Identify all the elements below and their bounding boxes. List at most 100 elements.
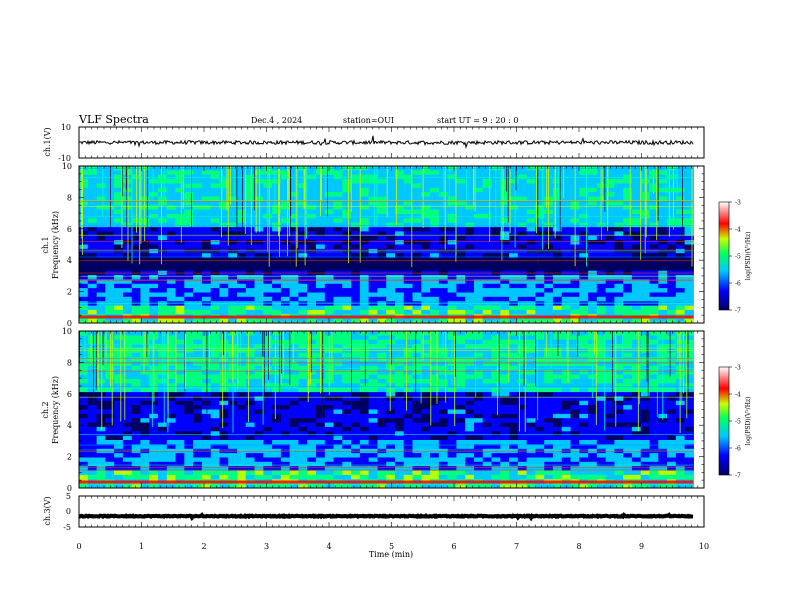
spectrogram-cell	[272, 292, 282, 298]
spectrogram-cell	[79, 283, 89, 289]
spectrogram-cell	[272, 266, 282, 272]
spectrogram-cell	[210, 352, 220, 358]
spectrogram-cell	[430, 409, 440, 415]
spectrogram-cell	[421, 187, 431, 193]
spectrogram-cell	[614, 426, 624, 432]
spectrogram-cell	[210, 205, 220, 211]
spectrogram-cell	[535, 435, 545, 441]
spectrogram-cell	[430, 466, 440, 472]
spectrogram-cell	[421, 387, 431, 393]
spectrogram-cell	[482, 400, 492, 406]
spectrogram-cell	[491, 396, 501, 402]
spectrogram-cell	[105, 370, 115, 376]
spectrogram-cell	[640, 348, 650, 354]
spectrogram-cell	[228, 209, 238, 215]
spectrogram-cell	[412, 266, 422, 272]
spectrogram-cell	[368, 387, 378, 393]
spectrogram-cell	[166, 413, 177, 419]
spectrogram-cell	[359, 470, 370, 476]
spectrogram-cell	[298, 352, 308, 358]
spectrogram-cell	[289, 279, 299, 285]
spectrogram-cell	[245, 266, 256, 272]
spectrogram-cell	[158, 244, 168, 250]
spectrogram-cell	[395, 400, 405, 406]
spectrogram-cell	[289, 261, 299, 267]
spectrogram-cell	[623, 409, 633, 415]
spectrogram-cell	[500, 305, 510, 311]
spectrogram-cell	[596, 435, 607, 441]
spectrogram-cell	[377, 335, 387, 341]
spectrogram-cell	[272, 435, 282, 441]
spectrogram-cell	[667, 231, 677, 237]
spectrogram-cell	[342, 170, 352, 176]
spectrogram-cell	[421, 305, 431, 311]
spectrogram-cell	[517, 209, 528, 215]
spectrogram-cell	[289, 248, 299, 254]
spectrogram-cell	[237, 305, 247, 311]
spectrogram-cell	[122, 339, 133, 345]
spectrogram-cell	[544, 453, 554, 458]
spectrogram-cell	[377, 383, 387, 389]
spectrogram-cell	[237, 435, 247, 441]
spectrogram-cell	[377, 400, 387, 406]
spectrogram-cell	[500, 253, 510, 259]
spectrogram-cell	[421, 379, 431, 384]
spectrogram-cell	[421, 192, 431, 198]
spectrogram-cell	[140, 257, 150, 263]
spectrogram-cell	[87, 170, 98, 176]
spectrogram-cell	[351, 335, 361, 341]
spectrogram-cell	[649, 187, 659, 193]
spectrogram-cell	[614, 387, 624, 393]
spectrogram-cell	[280, 418, 291, 424]
spectrogram-cell	[289, 435, 299, 441]
spectrogram-cell	[149, 466, 159, 472]
spectrogram-cell	[272, 183, 282, 189]
spectrogram-cell	[263, 218, 273, 224]
spectrogram-cell	[649, 396, 659, 402]
spectrogram-cell	[658, 305, 668, 311]
spectrogram-cell	[184, 244, 194, 250]
spectrogram-cell	[430, 392, 440, 397]
spectrogram-cell	[333, 196, 343, 202]
spectrogram-cell	[465, 470, 475, 476]
spectrogram-cell	[614, 335, 624, 341]
spectrogram-cell	[474, 275, 484, 280]
spectrogram-cell	[544, 240, 554, 245]
spectrogram-cell	[307, 275, 317, 280]
spectrogram-cell	[359, 248, 370, 254]
spectrogram-cell	[588, 187, 598, 193]
spectrogram-cell	[474, 409, 484, 415]
spectrogram-cell	[500, 457, 510, 463]
spectrogram-cell	[412, 413, 422, 419]
spectrogram-cell	[342, 361, 352, 367]
spectrogram-cell	[79, 344, 89, 349]
spectrogram-cell	[237, 288, 247, 293]
spectrogram-cell	[201, 309, 212, 315]
spectrogram-cell	[149, 305, 159, 311]
spectrogram-cell	[412, 339, 422, 345]
spectrogram-cell	[158, 466, 168, 472]
spectrogram-cell	[430, 292, 440, 298]
spectrogram-cell	[184, 461, 194, 467]
spectrogram-cell	[166, 174, 177, 180]
spectrogram-cell	[131, 466, 141, 472]
spectrogram-cell	[623, 335, 633, 341]
spectrogram-cell	[96, 453, 106, 458]
spectrogram-cell	[552, 266, 563, 272]
spectrogram-cell	[351, 318, 361, 324]
spectrogram-cell	[193, 187, 203, 193]
spectrogram-cell	[482, 444, 492, 450]
spectrogram-cell	[395, 331, 405, 336]
spectrogram-cell	[175, 253, 185, 259]
spectrogram-cell	[87, 383, 98, 389]
spectrogram-cell	[316, 253, 326, 259]
spectrogram-cell	[447, 235, 457, 241]
spectrogram-cell	[491, 275, 501, 280]
spectrogram-cell	[517, 318, 528, 324]
spectrogram-cell	[684, 218, 694, 224]
spectrogram-cell	[140, 309, 150, 315]
spectrogram-cell	[316, 409, 326, 415]
spectrogram-cell	[588, 387, 598, 393]
spectrogram-cell	[605, 292, 615, 298]
spectrogram-cell	[482, 309, 492, 315]
